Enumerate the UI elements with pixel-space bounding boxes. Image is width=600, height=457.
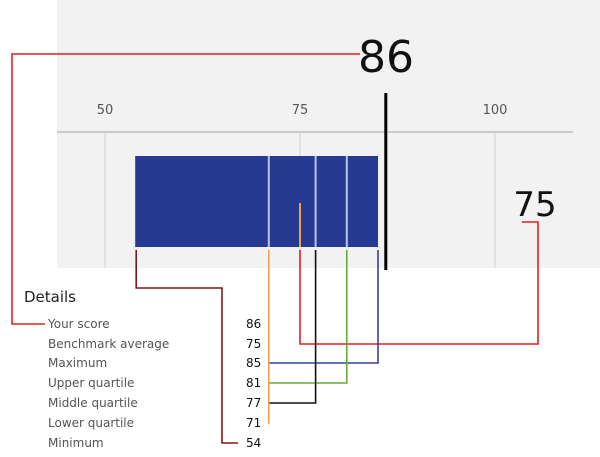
leader-line-maximum xyxy=(268,250,379,364)
leader-line-minimum xyxy=(135,250,238,444)
bar-segment-min-to-lower xyxy=(135,156,269,247)
average-value-large: 75 xyxy=(513,185,556,225)
detail-value-benchmark-average: 75 xyxy=(246,337,261,351)
bar-segments xyxy=(135,156,378,247)
tick-labels: 50 75 100 xyxy=(97,103,508,118)
detail-value-minimum: 54 xyxy=(246,436,261,450)
bar-segment-middle-to-upper xyxy=(314,156,347,247)
leader-line-benchmark-average xyxy=(299,221,539,345)
detail-value-lower-quartile: 71 xyxy=(246,416,261,430)
detail-label-lower-quartile: Lower quartile xyxy=(48,416,134,430)
details-title: Details xyxy=(24,288,76,306)
detail-label-upper-quartile: Upper quartile xyxy=(48,376,134,390)
detail-label-maximum: Maximum xyxy=(48,356,107,370)
detail-value-your-score: 86 xyxy=(246,317,261,331)
bar-segment-lower-to-middle xyxy=(267,156,316,247)
detail-label-minimum: Minimum xyxy=(48,436,104,450)
score-value-large: 86 xyxy=(358,32,414,83)
quartile-dividers xyxy=(267,156,348,247)
leader-line-lower-quartile xyxy=(267,250,270,424)
tick-label-50: 50 xyxy=(97,103,114,118)
leader-line-middle-quartile xyxy=(268,250,317,404)
detail-label-your-score: Your score xyxy=(47,317,110,331)
leader-line-upper-quartile xyxy=(268,250,348,384)
detail-value-upper-quartile: 81 xyxy=(246,376,261,390)
tick-label-75: 75 xyxy=(292,103,309,118)
detail-label-middle-quartile: Middle quartile xyxy=(48,396,138,410)
leader-lines xyxy=(11,53,539,444)
detail-value-middle-quartile: 77 xyxy=(246,396,261,410)
tick-label-100: 100 xyxy=(483,103,508,118)
detail-label-benchmark-average: Benchmark average xyxy=(48,337,169,351)
detail-value-maximum: 85 xyxy=(246,356,261,370)
leader-line-your-score xyxy=(11,53,360,325)
bar-segment-upper-to-max xyxy=(345,156,378,247)
details-list: Your score 86 Benchmark average 75 Maxim… xyxy=(47,317,261,450)
